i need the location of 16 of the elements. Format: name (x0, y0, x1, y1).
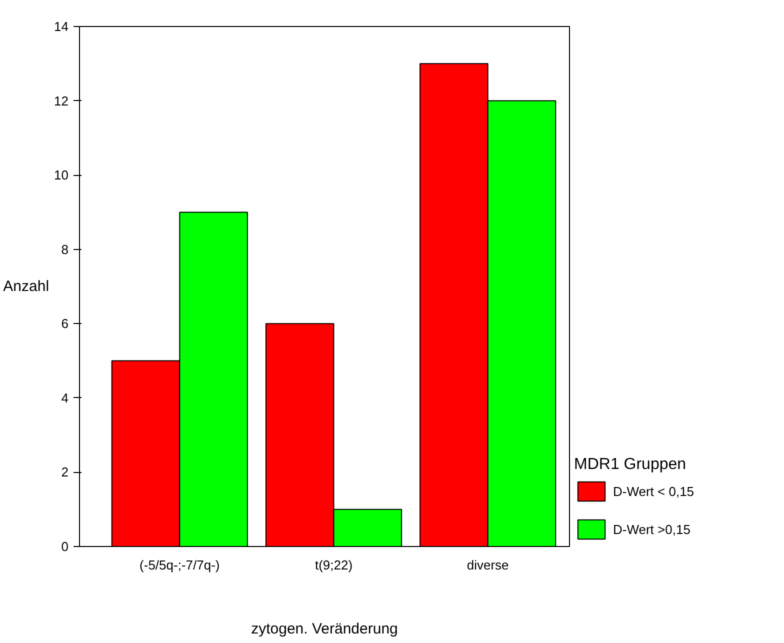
y-axis-title: Anzahl (3, 278, 50, 295)
y-tick-label: 12 (54, 93, 69, 108)
y-tick-label: 6 (61, 316, 69, 332)
legend-label: D-Wert < 0,15 (613, 484, 694, 498)
y-tick-label: 4 (61, 390, 69, 406)
y-tick-label: 10 (54, 168, 69, 183)
y-tick-label: 8 (61, 242, 69, 257)
x-axis-title: zytogen. Veränderung (251, 620, 398, 638)
legend-label: D-Wert >0,15 (613, 522, 690, 536)
x-tick-label: (-5/5q-;-7/7q-) (140, 558, 220, 572)
x-tick-label: diverse (466, 558, 509, 572)
y-tick-label: 2 (61, 464, 69, 480)
x-tick-label: t(9;22) (314, 558, 353, 572)
y-tick-label: 0 (61, 539, 69, 554)
y-tick-label: 14 (54, 19, 69, 34)
legend-title: MDR1 Gruppen (574, 456, 688, 474)
